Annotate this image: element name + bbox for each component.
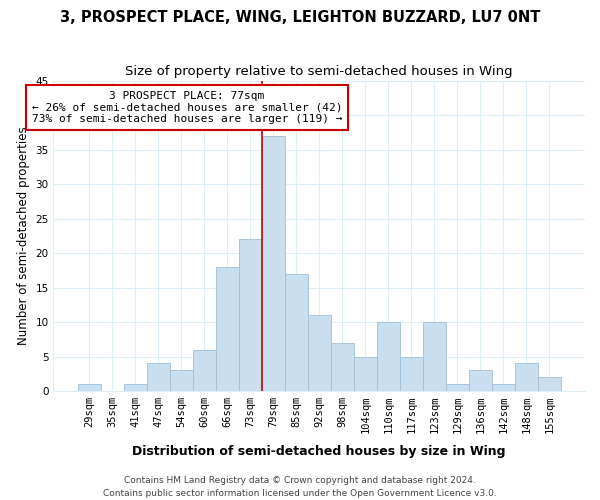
Bar (124, 384, 146, 391)
Text: 3 PROSPECT PLACE: 77sqm
← 26% of semi-detached houses are smaller (42)
73% of se: 3 PROSPECT PLACE: 77sqm ← 26% of semi-de… (32, 91, 342, 124)
Bar (354, 356, 377, 391)
Bar (469, 370, 492, 391)
Bar (146, 364, 170, 391)
Bar (216, 267, 239, 391)
Bar (170, 370, 193, 391)
Text: 3, PROSPECT PLACE, WING, LEIGHTON BUZZARD, LU7 0NT: 3, PROSPECT PLACE, WING, LEIGHTON BUZZAR… (60, 10, 540, 25)
Bar (492, 384, 515, 391)
Y-axis label: Number of semi-detached properties: Number of semi-detached properties (17, 126, 30, 345)
Text: Contains HM Land Registry data © Crown copyright and database right 2024.
Contai: Contains HM Land Registry data © Crown c… (103, 476, 497, 498)
Bar (331, 342, 354, 391)
Bar (239, 239, 262, 391)
Bar (285, 274, 308, 391)
Bar (446, 384, 469, 391)
Bar (308, 315, 331, 391)
Title: Size of property relative to semi-detached houses in Wing: Size of property relative to semi-detach… (125, 65, 513, 78)
Bar (515, 364, 538, 391)
Bar (400, 356, 423, 391)
Bar (193, 350, 216, 391)
Bar (538, 377, 561, 391)
Bar (262, 136, 285, 391)
Bar (423, 322, 446, 391)
X-axis label: Distribution of semi-detached houses by size in Wing: Distribution of semi-detached houses by … (133, 444, 506, 458)
Bar (77, 384, 101, 391)
Bar (377, 322, 400, 391)
